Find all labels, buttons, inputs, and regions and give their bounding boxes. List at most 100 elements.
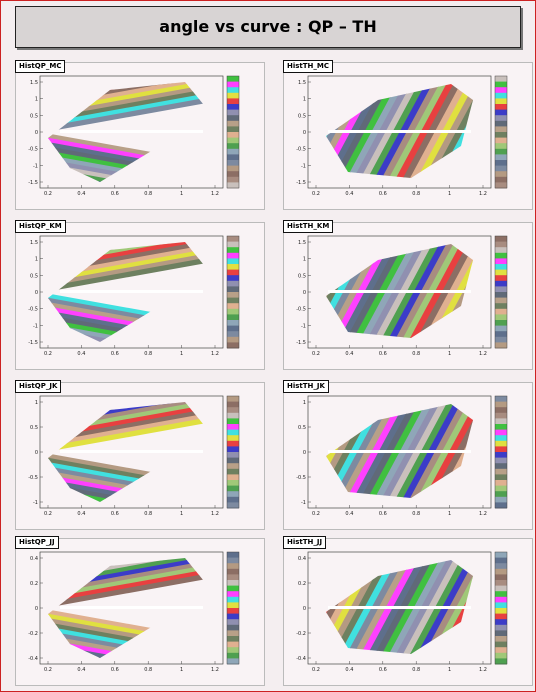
palette-cell: [227, 446, 239, 453]
y-tick-label: -1: [301, 500, 306, 506]
x-tick-label: 0.8: [144, 351, 152, 357]
palette-cell: [495, 120, 507, 127]
pad-histth-mc[interactable]: 1.5 1 0.5 0 -0.5 -1 -1.5 0.2 0.4 0.6 0.8 1 1.2 HistT…: [283, 60, 533, 210]
palette-cell: [227, 418, 239, 425]
palette-frame: [494, 551, 508, 665]
palette-cell: [227, 608, 239, 615]
y-tick-label: -1: [33, 500, 38, 506]
palette-cell: [495, 325, 507, 332]
band: [48, 86, 213, 125]
y-tick-label: -0.4: [28, 656, 38, 662]
palette-cell: [227, 115, 239, 122]
palette-cell: [495, 474, 507, 481]
palette-cell: [227, 636, 239, 643]
y-tick-label: -0.5: [28, 307, 38, 313]
y-tick-label: 0.5: [298, 425, 306, 431]
palette-cell: [227, 485, 239, 492]
palette-cell: [495, 563, 507, 570]
band: [48, 246, 213, 285]
palette-cell: [495, 496, 507, 503]
x-tick-label: 1: [448, 191, 451, 197]
palette-cell: [227, 297, 239, 304]
y-tick-label: 0: [303, 450, 306, 456]
palette-cell: [227, 568, 239, 575]
palette-cell: [227, 574, 239, 581]
gap-line: [328, 130, 471, 133]
x-tick-label: 1.2: [479, 667, 487, 673]
palette-cell: [495, 92, 507, 99]
x-tick-label: 0.6: [111, 191, 119, 197]
palette-cell: [495, 115, 507, 122]
palette-cell: [495, 308, 507, 315]
x-tick-label: 1: [180, 191, 183, 197]
palette-cell: [495, 641, 507, 648]
x-tick-label: 1.2: [479, 351, 487, 357]
palette-cell: [227, 126, 239, 133]
band: [48, 406, 213, 445]
x-tick-label: 1.2: [479, 511, 487, 517]
x-tick-label: 0.6: [379, 351, 387, 357]
palette-frame: [226, 235, 240, 349]
hist-title: HistQP_JK: [15, 380, 62, 393]
y-tick-label: -0.5: [296, 475, 306, 481]
pad-histth-jj[interactable]: 0.4 0.2 0 -0.2 -0.4 0.2 0.4 0.6 0.8 1 1.2 HistTH_J…: [283, 536, 533, 686]
palette-cell: [227, 342, 239, 349]
palette-cell: [227, 143, 239, 150]
palette-cell: [227, 303, 239, 310]
y-tick-label: -0.5: [296, 307, 306, 313]
palette-cell: [227, 331, 239, 338]
y-tick-label: 1.5: [298, 80, 306, 86]
palette-cell: [495, 435, 507, 442]
hist-plot: 1 0.5 0 -0.5 -1 0.2 0.4 0.6 0.8 1 1.2: [28, 395, 240, 517]
palette-cell: [495, 407, 507, 414]
x-tick-label: 0.6: [111, 511, 119, 517]
x-tick-label: 0.8: [144, 667, 152, 673]
y-tick-label: 0: [35, 130, 38, 136]
pad-histqp-jj[interactable]: 0.4 0.2 0 -0.2 -0.4 0.2 0.4 0.6 0.8 1 1.2 HistQP_J…: [15, 536, 265, 686]
band: [48, 414, 213, 453]
hist-plot: 1.5 1 0.5 0 -0.5 -1 -1.5 0.2 0.4 0.6 0.8 1 1.2: [296, 75, 508, 197]
pad-histth-km[interactable]: 1.5 1 0.5 0 -0.5 -1 -1.5 0.2 0.4 0.6 0.8 1 1.2 HistT…: [283, 220, 533, 370]
palette-cell: [227, 480, 239, 487]
palette-cell: [495, 446, 507, 453]
pad-histth-jk[interactable]: 1 0.5 0 -0.5 -1 0.2 0.4 0.6 0.8 1 1.2 HistTH_JK: [283, 380, 533, 530]
palette-cell: [227, 619, 239, 626]
x-tick-label: 0.8: [412, 511, 420, 517]
palette-frame: [226, 75, 240, 189]
palette-cell: [227, 452, 239, 459]
palette-cell: [495, 314, 507, 321]
palette-cell: [227, 491, 239, 498]
palette-cell: [495, 132, 507, 139]
palette-cell: [227, 401, 239, 408]
palette-cell: [495, 126, 507, 133]
pad-histqp-mc[interactable]: 1.5 1 0.5 0 -0.5 -1 -1.5 0.2 0.4 0.6 0.8 1 1.2 HistQ…: [15, 60, 265, 210]
x-tick-label: 0.4: [77, 191, 85, 197]
y-tick-label: -1: [33, 323, 38, 329]
pad-histqp-jk[interactable]: 1 0.5 0 -0.5 -1 0.2 0.4 0.6 0.8 1 1.2 HistQP_JK: [15, 380, 265, 530]
palette-cell: [227, 241, 239, 248]
x-tick-label: 0.8: [412, 191, 420, 197]
palette-cell: [227, 182, 239, 189]
palette-cell: [495, 440, 507, 447]
palette-frame: [494, 75, 508, 189]
y-tick-label: 0.2: [298, 581, 306, 587]
palette-cell: [495, 557, 507, 564]
y-tick-label: 0.5: [30, 425, 38, 431]
band: [48, 410, 213, 449]
palette-cell: [495, 320, 507, 327]
x-tick-label: 0.4: [77, 667, 85, 673]
palette-cell: [227, 435, 239, 442]
pad-histqp-km[interactable]: 1.5 1 0.5 0 -0.5 -1 -1.5 0.2 0.4 0.6 0.8 1 1.2 HistQ…: [15, 220, 265, 370]
y-tick-label: 0: [35, 290, 38, 296]
palette-cell: [495, 608, 507, 615]
x-tick-label: 0.2: [312, 191, 320, 197]
palette-cell: [227, 154, 239, 161]
x-tick-label: 0.2: [312, 667, 320, 673]
x-tick-label: 1: [180, 667, 183, 673]
palette-frame: [226, 551, 240, 665]
x-tick-label: 0.4: [345, 511, 353, 517]
palette-cell: [227, 468, 239, 475]
palette-cell: [227, 252, 239, 259]
palette-cell: [227, 87, 239, 94]
palette-cell: [495, 336, 507, 343]
